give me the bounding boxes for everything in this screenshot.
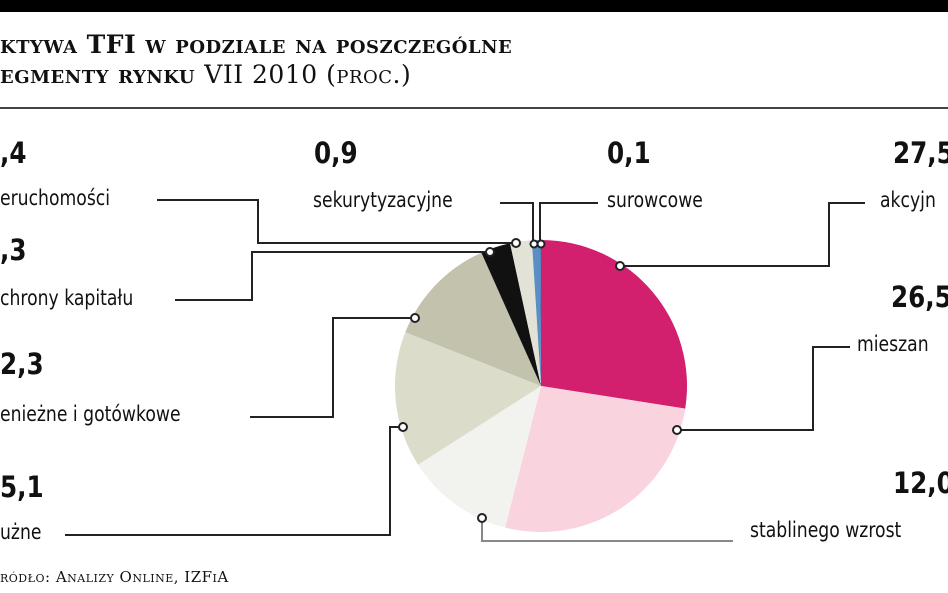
value-sekurytyzacyjne: 0,9 [314, 136, 358, 170]
leader-akcyjne [622, 202, 865, 267]
value-mieszane: 26,5 [891, 280, 948, 314]
leader-pieniezne [250, 317, 413, 418]
chart-title-line1: ktywa TFI w podziale na poszczególne [0, 30, 513, 59]
chart-title-bold: egmenty rynku [0, 60, 196, 89]
marker-surowcowe [536, 239, 546, 249]
value-ochrony: ,3 [0, 233, 27, 267]
label-pieniezne: enieżne i gotówkowe [0, 402, 181, 426]
marker-stabilnego [477, 513, 487, 523]
label-akcyjne: akcyjn [880, 188, 936, 212]
pie-slice-mieszane [505, 386, 686, 533]
source-note: ródło: Analizy Online, IZFiA [0, 568, 229, 586]
label-stabilnego: stablinego wzrost [750, 518, 902, 542]
leader-sekurytyzacyjne [500, 202, 534, 241]
leader-mieszane [679, 346, 850, 431]
leader-surowcowe [539, 202, 598, 241]
marker-dluzne [398, 422, 408, 432]
leader-lines [65, 199, 865, 542]
pie-slice-dluzne [394, 332, 541, 465]
label-dluzne: użne [0, 520, 42, 544]
pie-slice-surowcowe [540, 240, 541, 386]
marker-mieszane [672, 425, 682, 435]
title-rule [0, 107, 948, 109]
marker-pieniezne [410, 313, 420, 323]
pie-slice-sekurytyzacyjne [531, 240, 541, 386]
marker-sekurytyzacyjne [529, 239, 539, 249]
pie-slice-akcyjne [541, 240, 687, 409]
label-sekurytyzacyjne: sekurytyzacyjne [313, 188, 453, 212]
value-dluzne: 5,1 [0, 470, 44, 504]
chart-title-light: VII 2010 (proc.) [204, 60, 412, 89]
value-pieniezne: 2,3 [0, 347, 44, 381]
label-mieszane: mieszan [857, 332, 929, 356]
leader-nieruchomosci [157, 199, 514, 244]
pie-slice-ochrony [481, 243, 541, 386]
leader-stabilnego [481, 520, 733, 542]
value-stabilnego: 12,0 [893, 466, 948, 500]
label-nieruchomosci: eruchomości [0, 186, 111, 210]
marker-ochrony [485, 247, 495, 257]
marker-nieruchomosci [511, 238, 521, 248]
chart-title-line2: egmenty rynku VII 2010 (proc.) [0, 60, 411, 89]
value-nieruchomosci: ,4 [0, 136, 27, 170]
label-ochrony: chrony kapitału [0, 286, 134, 310]
label-surowcowe: surowcowe [607, 188, 703, 212]
leader-dluzne [65, 426, 401, 536]
leader-ochrony [175, 251, 488, 301]
value-surowcowe: 0,1 [607, 136, 651, 170]
value-akcyjne: 27,5 [893, 136, 948, 170]
pie-slice-nieruchomosci [510, 240, 541, 386]
pie-slice-pieniezne [405, 252, 541, 386]
marker-akcyjne [615, 261, 625, 271]
top-bar [0, 0, 948, 12]
pie-slice-stabilnego [418, 386, 541, 528]
